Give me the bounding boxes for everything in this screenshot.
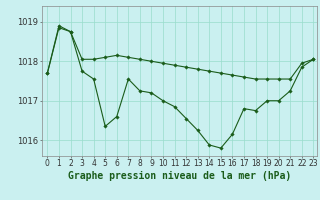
X-axis label: Graphe pression niveau de la mer (hPa): Graphe pression niveau de la mer (hPa) <box>68 171 291 181</box>
